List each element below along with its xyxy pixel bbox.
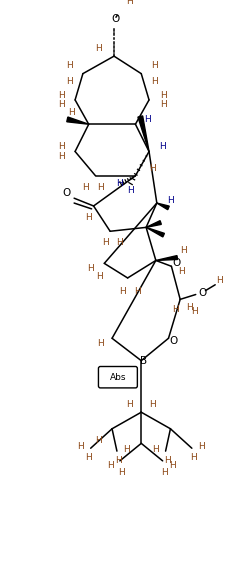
Text: H: H <box>58 91 65 100</box>
Polygon shape <box>146 227 164 237</box>
Text: H: H <box>127 186 134 195</box>
FancyBboxPatch shape <box>98 367 137 388</box>
Text: O: O <box>198 288 207 298</box>
Polygon shape <box>157 203 169 210</box>
Text: H: H <box>107 461 114 470</box>
Polygon shape <box>156 255 177 261</box>
Text: H: H <box>164 456 171 465</box>
Text: Abs: Abs <box>110 373 126 382</box>
Text: H: H <box>191 307 198 315</box>
Text: H: H <box>126 400 133 409</box>
Text: O: O <box>112 14 120 24</box>
Text: H: H <box>66 61 73 70</box>
Text: H: H <box>160 91 167 100</box>
Text: H: H <box>187 303 193 312</box>
Text: H: H <box>78 442 84 451</box>
Text: O: O <box>172 258 180 268</box>
Text: H: H <box>95 436 102 445</box>
Text: H: H <box>58 142 65 151</box>
Text: H: H <box>159 142 166 151</box>
Text: H: H <box>161 468 168 477</box>
Text: H: H <box>97 338 104 347</box>
Text: H: H <box>150 164 156 173</box>
Text: H: H <box>115 456 122 465</box>
Text: H: H <box>58 152 65 161</box>
Text: H: H <box>95 44 102 53</box>
Text: H: H <box>134 287 141 296</box>
Text: H: H <box>82 183 89 192</box>
Text: H: H <box>85 453 92 462</box>
Text: H: H <box>169 461 176 470</box>
Text: H: H <box>119 287 126 296</box>
Polygon shape <box>67 117 89 124</box>
Text: O: O <box>169 336 177 346</box>
Text: H: H <box>66 77 73 86</box>
Text: H: H <box>118 468 125 477</box>
Text: H: H <box>167 196 174 205</box>
Text: H: H <box>216 276 222 285</box>
Text: H: H <box>144 115 150 124</box>
Text: H: H <box>102 239 109 248</box>
Text: H: H <box>87 264 94 273</box>
Text: H: H <box>117 179 123 188</box>
Text: H: H <box>152 77 158 86</box>
Text: H: H <box>126 0 133 6</box>
Polygon shape <box>138 116 149 152</box>
Text: H: H <box>180 246 186 255</box>
Text: H: H <box>153 444 159 453</box>
Text: H: H <box>198 442 205 451</box>
Text: H: H <box>97 183 104 192</box>
Text: H: H <box>85 213 92 222</box>
Text: H: H <box>160 100 167 109</box>
Polygon shape <box>146 221 161 227</box>
Text: O: O <box>62 188 71 199</box>
Text: H: H <box>68 108 75 117</box>
Text: H: H <box>150 400 156 409</box>
Text: H: H <box>152 61 158 70</box>
Text: H: H <box>178 267 185 276</box>
Text: H: H <box>58 100 65 109</box>
Text: H: H <box>172 305 179 314</box>
Text: H: H <box>191 453 197 462</box>
Text: B: B <box>140 356 147 365</box>
Text: H: H <box>123 444 130 453</box>
Text: H: H <box>96 272 103 281</box>
Text: H: H <box>117 239 123 248</box>
